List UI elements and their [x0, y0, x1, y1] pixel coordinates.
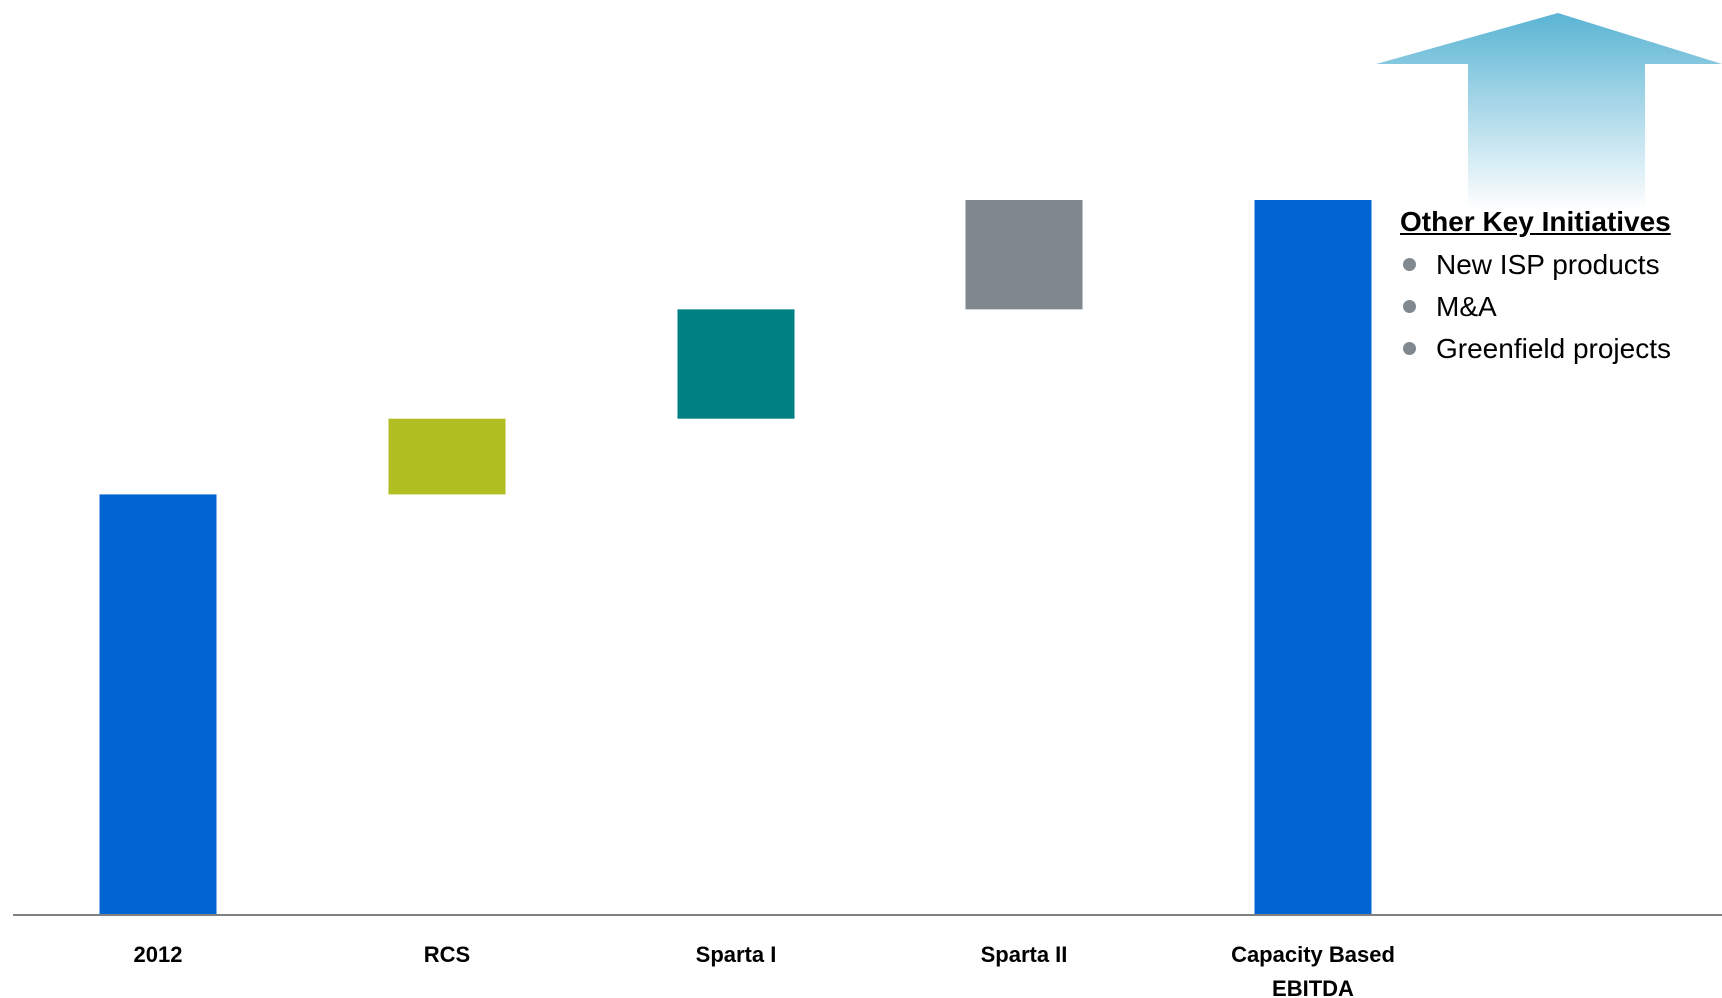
x-tick-label-2012: 2012 [134, 942, 183, 967]
x-tick-label-sparta-ii: Sparta II [981, 942, 1068, 967]
bullet-icon [1403, 342, 1416, 355]
list-item-label: M&A [1436, 291, 1497, 322]
other-key-initiatives-panel: Other Key Initiatives New ISP products M… [1400, 206, 1722, 370]
bullet-icon [1403, 258, 1416, 271]
list-item: Greenfield projects [1400, 328, 1722, 370]
bullet-icon [1403, 300, 1416, 313]
up-arrow-shape [1376, 13, 1722, 210]
list-item: M&A [1400, 286, 1722, 328]
bar-2012 [99, 494, 217, 915]
bar-sparta-ii [965, 200, 1083, 310]
up-arrow-icon [1376, 13, 1722, 210]
bar-rcs [388, 418, 506, 495]
x-tick-label-rcs: RCS [424, 942, 470, 967]
x-tick-label-sparta-i: Sparta I [696, 942, 777, 967]
x-tick-labels: 2012 RCS Sparta I Sparta II Capacity Based EB… [134, 942, 1395, 998]
bar-sparta-i [677, 309, 795, 419]
list-item-label: Greenfield projects [1436, 333, 1672, 364]
x-tick-label-capacity-based-ebitda: Capacity Based EBITDA [1231, 942, 1395, 998]
bar-capacity-based-ebitda [1254, 200, 1372, 915]
bars-layer [99, 200, 1372, 915]
list-item: New ISP products [1400, 244, 1722, 286]
initiatives-list: New ISP products M&A Greenfield projects [1400, 244, 1722, 370]
side-panel-title: Other Key Initiatives [1400, 206, 1671, 237]
list-item-label: New ISP products [1436, 249, 1660, 280]
